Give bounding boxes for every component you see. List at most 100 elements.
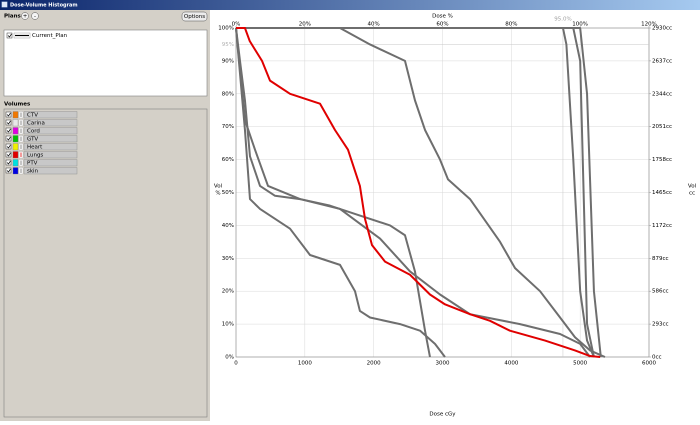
volume-checkbox[interactable]: [5, 151, 12, 158]
volume-checkbox[interactable]: [5, 143, 12, 150]
check-mark: [6, 168, 11, 173]
y2-tick-label: 1172cc: [652, 223, 672, 229]
chart-panel: [210, 10, 700, 421]
volume-swatch: [12, 159, 19, 167]
volume-swatch: [12, 151, 19, 159]
volume-name: GTV: [27, 137, 38, 143]
volume-checkbox[interactable]: [5, 135, 12, 142]
volume-swatch: [12, 127, 19, 135]
y-tick-label: 0%: [225, 355, 234, 361]
volume-checkbox[interactable]: [5, 127, 12, 134]
volume-rows: CTV Carina Cord GTV Heart Lungs PTV skin: [5, 111, 78, 175]
check-mark: [6, 120, 11, 125]
y-tick-label: 100%: [218, 26, 234, 32]
volume-checkbox[interactable]: [5, 167, 12, 174]
dvh-curve: [236, 27, 601, 358]
volume-name: Cord: [27, 129, 40, 135]
y-tick-label: 20%: [222, 289, 234, 295]
y2-tick-label: 2344cc: [652, 91, 672, 97]
x2-tick-label: 0%: [232, 22, 241, 28]
x2-tick-label: 40%: [368, 22, 380, 28]
volume-swatch: [12, 167, 19, 175]
volume-checkbox[interactable]: [5, 159, 12, 166]
y-tick-label: 10%: [222, 322, 234, 328]
volume-name: Heart: [27, 145, 43, 151]
volume-name-box[interactable]: [23, 111, 78, 119]
y2-tick-label: 1758cc: [652, 157, 672, 163]
x2-tick-label: 80%: [505, 22, 517, 28]
title-bar: [0, 0, 700, 10]
dvh-chart: 0% 10% 20% 30% 40% 50% 60% 70% 80% 90% 100% 0 cc 293c…: [214, 14, 697, 418]
volume-name-box[interactable]: [23, 159, 78, 167]
x-axis-title: Dose cGy: [429, 412, 456, 418]
y2-axis-title: cc: [689, 191, 695, 197]
volume-swatch: [12, 135, 19, 143]
y2-tick-label: 2051cc: [652, 124, 672, 130]
volume-name-box[interactable]: [23, 135, 78, 143]
y-axis-title: %: [215, 191, 220, 197]
y-tick-label: 50%: [222, 190, 234, 196]
remove-plan-text: -: [34, 14, 36, 20]
remove-plan-button[interactable]: [31, 12, 39, 20]
plan-list: [3, 29, 208, 97]
volume-swatch: [12, 143, 19, 151]
y2-tick-label: 293cc: [652, 322, 669, 328]
y-tick-label: 80%: [222, 91, 234, 97]
window-title: Dose-Volume Histogram: [10, 3, 78, 9]
x-tick-label: 1000: [298, 361, 312, 367]
check-mark: [6, 128, 11, 133]
y-tick-label: 40%: [222, 223, 234, 229]
x-tick-label: 5000: [573, 361, 587, 367]
y-tick-label: 90%: [222, 58, 234, 64]
options-text: Options: [184, 14, 205, 20]
plan-name: Current_Plan: [32, 33, 68, 39]
volume-name: Lungs: [27, 153, 43, 159]
x-tick-label: 6000: [642, 361, 656, 367]
volume-name: PTV: [27, 161, 38, 167]
x2-tick-label: 100%: [572, 22, 588, 28]
volume-name-box[interactable]: [23, 119, 78, 127]
dvh-curve: [235, 27, 446, 358]
volume-name: skin: [27, 169, 39, 175]
reference-volume-label: 95%: [222, 42, 234, 48]
volume-name-box[interactable]: [23, 143, 78, 151]
plan-checkbox[interactable]: [6, 32, 13, 39]
check-mark: [6, 144, 11, 149]
volume-name-box[interactable]: [23, 167, 78, 175]
volume-swatch: [12, 119, 19, 127]
check-mark: [6, 136, 11, 141]
x-tick-label: 2000: [367, 361, 381, 367]
app-icon: [1, 1, 8, 8]
volume-name: CTV: [27, 113, 38, 119]
y2-tick-label: 2930cc: [652, 26, 672, 32]
x2-tick-label: 120%: [641, 22, 657, 28]
volume-name-box[interactable]: [23, 151, 78, 159]
dvh-curve: [236, 27, 595, 358]
options-button[interactable]: [181, 11, 208, 22]
plans-label: Plans: [4, 14, 22, 20]
check-mark: [6, 160, 11, 165]
y-tick-label: 70%: [222, 124, 234, 130]
dvh-curve: [235, 27, 591, 358]
volume-name-box[interactable]: [23, 127, 78, 135]
y-tick-label: 60%: [222, 157, 234, 163]
x-tick-label: 0: [234, 361, 238, 367]
y2-tick-label: 879cc: [652, 256, 669, 262]
volumes-label: Volumes: [4, 102, 31, 108]
dvh-curve: [236, 27, 606, 358]
volume-checkbox[interactable]: [5, 119, 12, 126]
y2-tick-label: 586cc: [652, 289, 669, 295]
add-plan-button[interactable]: [21, 12, 29, 20]
volume-name: Carina: [27, 121, 45, 127]
y-tick-label: 30%: [222, 256, 234, 262]
check-mark: [6, 152, 11, 157]
check-mark: [6, 112, 11, 117]
check-mark: [7, 33, 12, 38]
x2-tick-label: 20%: [299, 22, 311, 28]
volume-swatch: [12, 111, 19, 119]
y2-tick-label: 1465cc: [652, 190, 672, 196]
x2-tick-label: 60%: [436, 22, 448, 28]
volume-checkbox[interactable]: [5, 111, 12, 118]
y2-tick-label: 2637cc: [652, 58, 672, 64]
